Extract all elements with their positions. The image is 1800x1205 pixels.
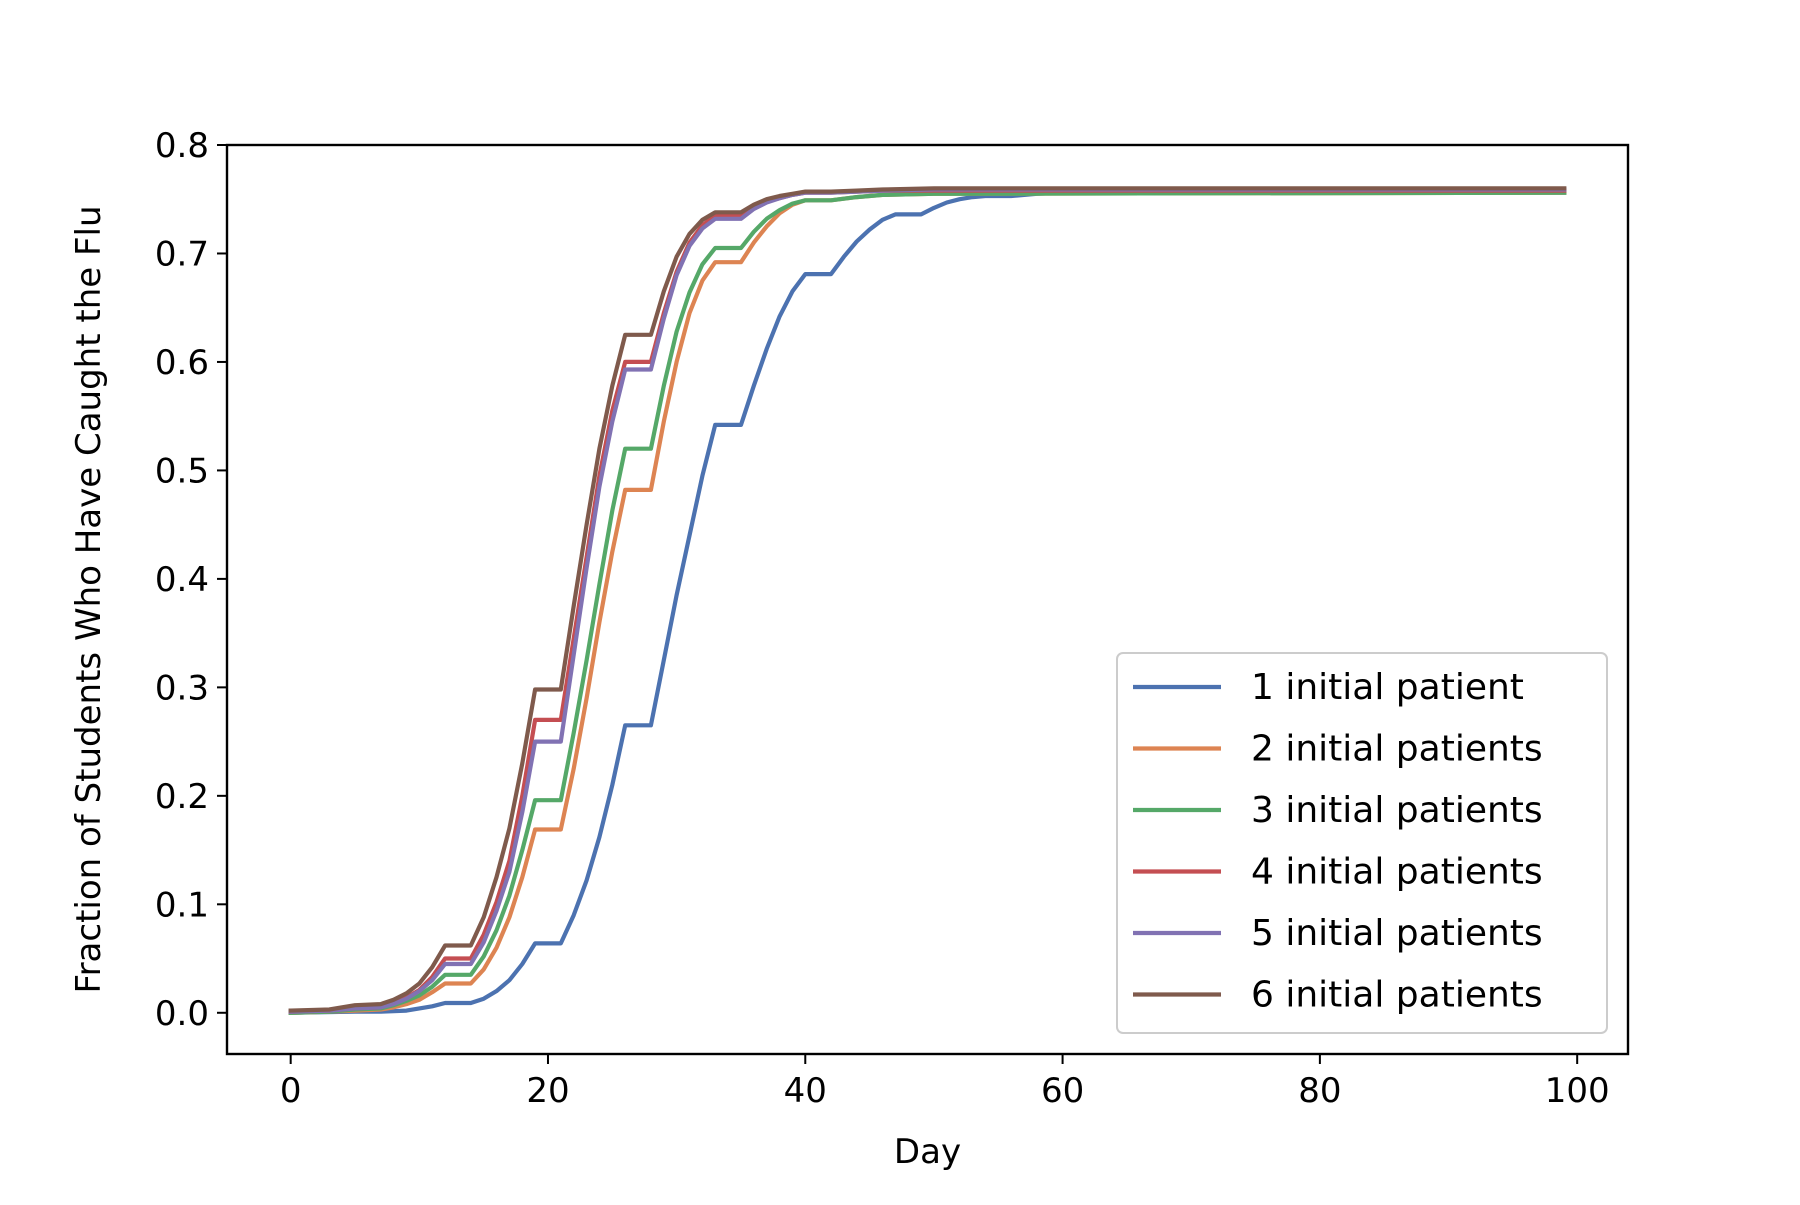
series-line-6: [288, 186, 1567, 1013]
y-tick-label: 0.7: [155, 234, 209, 274]
y-tick-label: 0.0: [155, 994, 209, 1034]
plot-area-frame: [225, 143, 1630, 1056]
x-tick-label: 60: [1041, 1071, 1084, 1111]
legend-label: 1 initial patient: [1251, 667, 1524, 708]
legend-label: 6 initial patients: [1251, 975, 1543, 1016]
legend: 1 initial patient 2 initial patients 3 ini…: [1116, 652, 1608, 1034]
x-tick-label: 20: [526, 1071, 569, 1111]
legend-label: 2 initial patients: [1251, 729, 1543, 770]
y-axis-label: Fraction of Students Who Have Caught the…: [69, 205, 109, 993]
legend-label: 4 initial patients: [1251, 852, 1543, 893]
x-tick-label: 80: [1298, 1071, 1341, 1111]
legend-item: 4 initial patients: [1133, 852, 1543, 893]
y-tick-label: 0.4: [155, 560, 209, 600]
y-tick-label: 0.3: [155, 668, 209, 708]
y-tick-label: 0.8: [155, 126, 209, 166]
x-tick-label: 0: [280, 1071, 302, 1111]
ticks-layer: 0 20 40 60 80 100 0.0 0.1 0.2 0.3 0.4 0.5 0.6 0.7 0.8: [155, 126, 1610, 1111]
y-tick-label: 0.6: [155, 343, 209, 383]
legend-item: 3 initial patients: [1133, 790, 1543, 831]
legend-item: 2 initial patients: [1133, 729, 1543, 770]
legend-item: 5 initial patients: [1133, 913, 1543, 954]
legend-label: 5 initial patients: [1251, 913, 1543, 954]
legend-box: [1116, 652, 1608, 1034]
series-line-1: [288, 190, 1567, 1015]
legend-label: 3 initial patients: [1251, 790, 1543, 831]
x-axis-label: Day: [894, 1132, 961, 1172]
series-layer: [288, 186, 1567, 1015]
x-tick-label: 40: [784, 1071, 827, 1111]
x-tick-label: 100: [1545, 1071, 1610, 1111]
y-tick-label: 0.1: [155, 885, 209, 925]
y-tick-label: 0.5: [155, 451, 209, 491]
legend-item: 1 initial patient: [1133, 667, 1524, 708]
legend-item: 6 initial patients: [1133, 975, 1543, 1016]
series-line-3: [288, 190, 1567, 1015]
y-tick-label: 0.2: [155, 777, 209, 817]
